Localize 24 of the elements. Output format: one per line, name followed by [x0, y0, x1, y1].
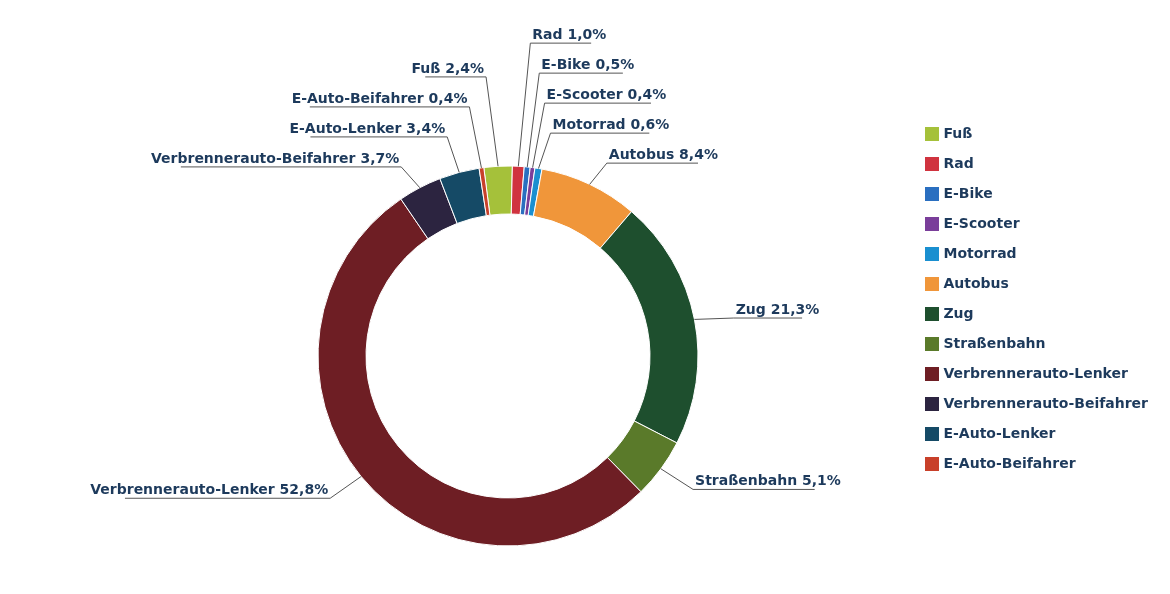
category-label: E-Auto-Lenker 3,4% [289, 119, 446, 136]
category-label: Rad 1,0% [532, 26, 607, 43]
legend-label: Fuß [943, 125, 973, 141]
category-label: E-Auto-Beifahrer 0,4% [291, 89, 468, 106]
legend-label: Verbrennerauto-Beifahrer [943, 395, 1148, 411]
category-label: Autobus 8,4% [608, 146, 718, 163]
category-label: Verbrennerauto-Lenker 52,8% [90, 481, 329, 498]
legend-label: E-Scooter [943, 215, 1020, 231]
category-label: E-Scooter 0,4% [546, 86, 667, 103]
legend-label: Autobus [943, 275, 1009, 291]
legend-label: E-Auto-Beifahrer [943, 455, 1076, 471]
category-label: Straßenbahn 5,1% [695, 472, 841, 489]
category-label: Verbrennerauto-Beifahrer 3,7% [150, 149, 400, 166]
category-label: E-Bike 0,5% [541, 56, 635, 73]
legend-label: E-Bike [943, 185, 993, 201]
legend-label: E-Auto-Lenker [943, 425, 1056, 441]
category-label: Zug 21,3% [735, 301, 820, 318]
legend-label: Verbrennerauto-Lenker [943, 365, 1128, 381]
legend-label: Rad [943, 155, 974, 171]
category-label: Fuß 2,4% [411, 59, 485, 76]
category-label: Motorrad 0,6% [552, 116, 670, 133]
legend-label: Zug [943, 305, 974, 321]
legend-label: Motorrad [943, 245, 1017, 261]
legend-label: Straßenbahn [943, 335, 1046, 351]
